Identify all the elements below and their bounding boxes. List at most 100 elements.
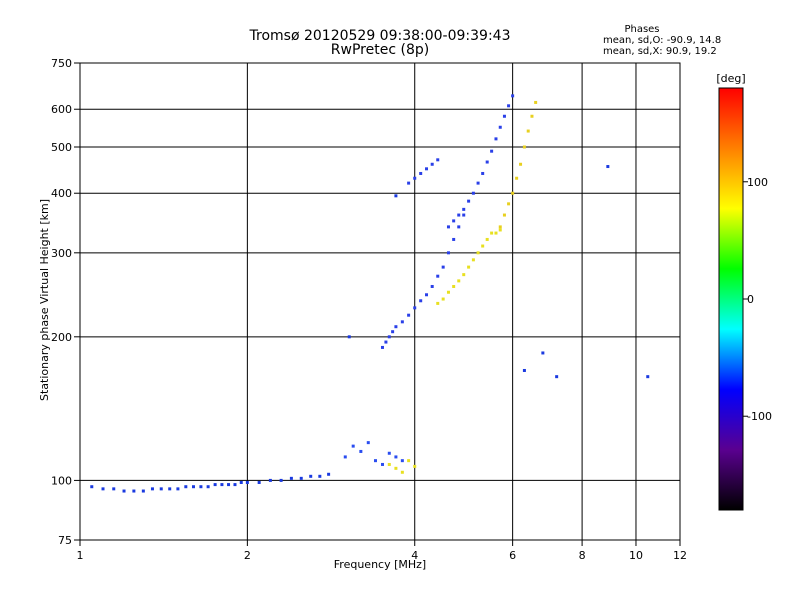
colorbar-tick-label: -100 xyxy=(747,410,772,423)
data-point-series-1 xyxy=(199,485,203,489)
data-point-series-1 xyxy=(268,478,272,482)
data-point-series-4 xyxy=(430,284,434,288)
data-point-series-6 xyxy=(413,176,417,180)
x-tick-label: 4 xyxy=(411,549,418,562)
data-point-series-6 xyxy=(425,167,429,171)
chart-subtitle: RwPretec (8p) xyxy=(331,42,429,58)
data-point-series-9 xyxy=(646,375,650,379)
data-point-series-4 xyxy=(400,320,404,324)
data-point-series-1 xyxy=(132,489,136,493)
data-point-series-6 xyxy=(407,181,411,185)
data-point-series-8 xyxy=(515,176,519,180)
data-point-series-2 xyxy=(400,459,404,463)
data-point-series-8 xyxy=(534,100,538,104)
x-tick-label: 6 xyxy=(509,549,516,562)
data-point-series-3 xyxy=(407,459,411,463)
data-point-series-4 xyxy=(452,237,456,241)
data-point-series-1 xyxy=(159,487,163,491)
data-point-series-7 xyxy=(452,284,456,288)
data-point-series-5 xyxy=(498,125,502,129)
data-point-series-1 xyxy=(112,487,116,491)
data-point-series-9 xyxy=(394,194,398,198)
data-point-series-3 xyxy=(394,466,398,470)
data-point-series-1 xyxy=(239,480,243,484)
chart-title: Tromsø 20120529 09:38:00-09:39:43 xyxy=(249,28,511,44)
data-point-series-7 xyxy=(498,228,502,232)
data-point-series-8 xyxy=(511,191,515,195)
data-point-series-1 xyxy=(184,485,188,489)
data-point-series-4 xyxy=(436,274,440,278)
data-point-series-5 xyxy=(485,160,489,164)
colorbar xyxy=(718,87,744,511)
colorbar-ticks: 100 0 -100 xyxy=(743,176,772,423)
y-tick-label: 200 xyxy=(51,331,72,344)
data-point-series-8 xyxy=(526,129,530,133)
data-point-series-5 xyxy=(502,114,506,118)
data-point-series-1 xyxy=(191,485,195,489)
data-point-series-1 xyxy=(309,474,313,478)
data-point-series-4 xyxy=(387,335,391,339)
data-points xyxy=(90,94,650,493)
colorbar-label: [deg] xyxy=(716,72,745,85)
data-point-series-5 xyxy=(494,137,498,141)
y-tick-label: 100 xyxy=(51,474,72,487)
data-point-series-1 xyxy=(299,476,303,480)
data-point-series-6 xyxy=(436,158,440,162)
data-point-series-5 xyxy=(446,225,450,229)
phases-heading: Phases xyxy=(624,24,659,35)
data-point-series-6 xyxy=(430,162,434,166)
data-point-series-4 xyxy=(384,340,388,344)
data-point-series-7 xyxy=(471,258,475,262)
data-point-series-1 xyxy=(90,485,94,489)
data-point-series-8 xyxy=(522,145,526,149)
data-point-series-7 xyxy=(494,231,498,235)
data-point-series-7 xyxy=(485,237,489,241)
x-tick-label: 12 xyxy=(673,549,687,562)
data-point-series-1 xyxy=(176,487,180,491)
data-point-series-7 xyxy=(441,297,445,301)
grid-lines xyxy=(80,63,680,540)
y-tick-label: 300 xyxy=(51,247,72,260)
plot-frame xyxy=(79,62,681,541)
data-point-series-4 xyxy=(441,265,445,269)
data-point-series-1 xyxy=(327,472,331,476)
data-point-series-1 xyxy=(150,487,154,491)
x-tick-label: 1 xyxy=(77,549,84,562)
data-point-series-4 xyxy=(413,306,417,310)
y-tick-label: 75 xyxy=(58,534,72,547)
data-point-series-1 xyxy=(122,489,126,493)
y-tick-label: 500 xyxy=(51,141,72,154)
data-point-series-5 xyxy=(467,199,471,203)
data-point-series-7 xyxy=(436,301,440,305)
data-point-series-9 xyxy=(347,335,351,339)
data-point-series-5 xyxy=(511,94,515,98)
y-tick-label: 750 xyxy=(51,57,72,70)
phases-o-stats: mean, sd,O: -90.9, 14.8 xyxy=(603,35,721,46)
data-point-series-9 xyxy=(522,368,526,372)
data-point-series-6 xyxy=(419,171,423,175)
data-point-series-1 xyxy=(289,476,293,480)
x-tick-label: 2 xyxy=(244,549,251,562)
data-point-series-3 xyxy=(413,464,417,468)
data-point-series-8 xyxy=(502,213,506,217)
data-point-series-8 xyxy=(530,114,534,118)
data-point-series-3 xyxy=(387,462,391,466)
colorbar-tick-label: 100 xyxy=(747,176,768,189)
data-point-series-8 xyxy=(507,202,511,206)
colorbar-tick-label: 0 xyxy=(747,293,754,306)
x-axis-label: Frequency [MHz] xyxy=(334,558,426,571)
data-point-series-8 xyxy=(519,162,523,166)
data-point-series-1 xyxy=(279,478,283,482)
data-point-series-3 xyxy=(400,470,404,474)
data-point-series-7 xyxy=(490,231,494,235)
data-point-series-4 xyxy=(391,330,395,334)
x-tick-label: 8 xyxy=(579,549,586,562)
data-point-series-2 xyxy=(351,444,355,448)
y-axis-label: Stationary phase Virtual Height [km] xyxy=(38,199,51,401)
data-point-series-9 xyxy=(541,351,545,355)
data-point-series-1 xyxy=(168,487,172,491)
data-point-series-5 xyxy=(452,219,456,223)
data-point-series-1 xyxy=(233,483,237,487)
